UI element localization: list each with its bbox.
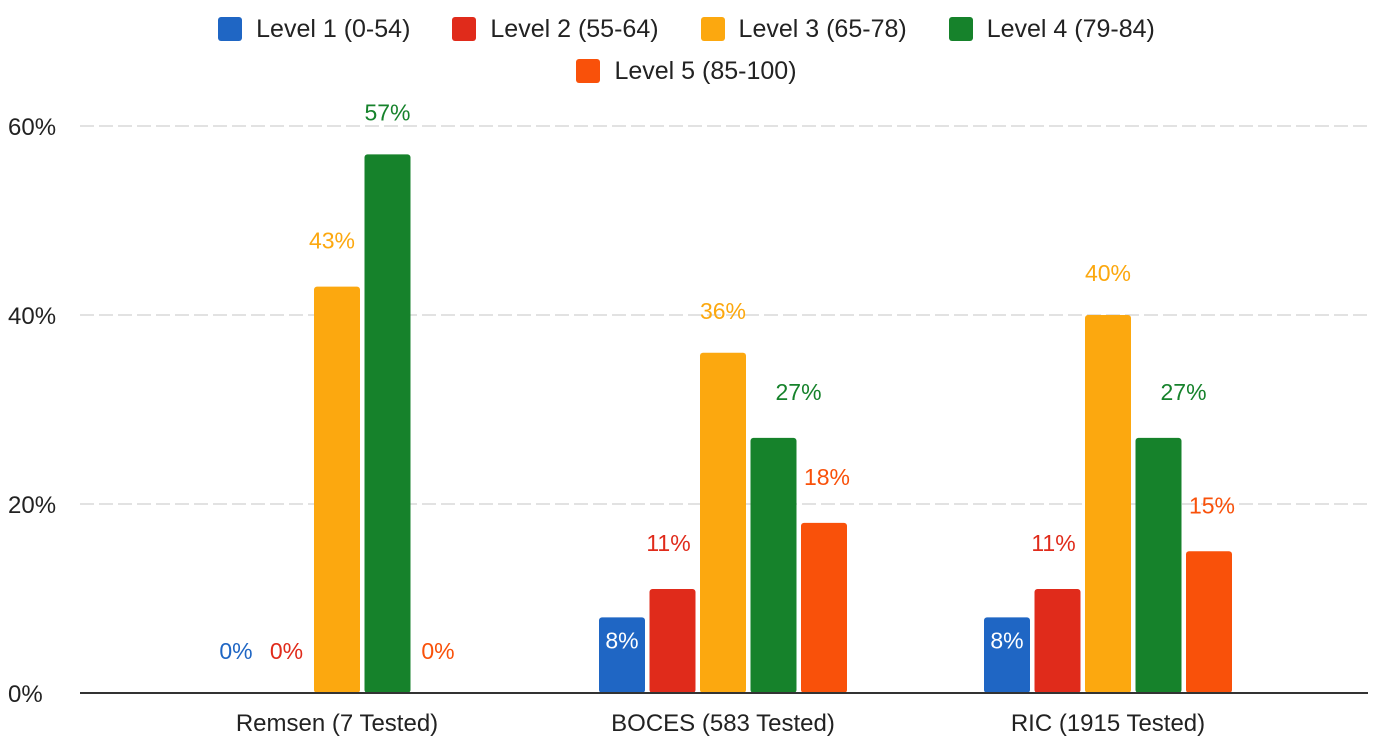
bar [984,617,1030,693]
bar [700,352,746,693]
legend-swatch-level-1 [218,17,243,41]
legend-swatch-level-3 [700,17,725,41]
data-label: 40% [1085,260,1131,286]
legend-item-level-1: Level 1 (0-54) [218,15,410,44]
data-label: 15% [1189,492,1235,518]
data-label: 36% [700,298,746,324]
legend-item-level-4: Level 4 (79-84) [948,14,1155,44]
bar [599,617,645,693]
legend-swatch-level-5 [576,59,601,83]
bar [314,286,360,693]
legend-label-level-5: Level 5 (85-100) [614,56,797,85]
y-tick-label: 60% [8,114,56,141]
x-tick-label: RIC (1915 Tested) [1011,710,1205,737]
y-tick-label: 40% [8,303,56,330]
legend-item-level-2: Level 2 (55-64) [452,14,659,44]
legend-item-level-5: Level 5 (85-100) [576,56,797,86]
data-label: 11% [646,530,690,556]
legend-swatch-level-2 [452,17,477,41]
data-label: 11% [1031,530,1075,556]
data-label: 8% [990,627,1023,653]
bar [1186,551,1232,693]
bar [750,437,797,693]
data-label: 18% [804,464,850,490]
y-tick-label: 0% [8,681,43,708]
legend-label-level-1: Level 1 (0-54) [256,14,411,43]
y-tick-label: 20% [8,492,56,519]
x-tick-label: BOCES (583 Tested) [611,710,835,737]
bar [1034,589,1081,693]
x-tick-label: Remsen (7 Tested) [236,710,438,737]
bar [801,522,847,693]
data-label: 0% [219,638,252,664]
data-label: 43% [309,228,355,254]
bar [1135,437,1182,693]
data-label: 27% [1161,379,1207,405]
legend-swatch-level-4 [948,17,973,41]
legend-row-2: Level 5 (85-100) [0,50,1373,92]
data-label: 27% [776,379,822,405]
data-label: 8% [605,627,638,653]
chart-legend: Level 1 (0-54) Level 2 (55-64) Level 3 (… [0,8,1373,92]
bar [649,589,696,693]
legend-item-level-3: Level 3 (65-78) [700,14,907,44]
legend-label-level-3: Level 3 (65-78) [738,14,907,43]
legend-row-1: Level 1 (0-54) Level 2 (55-64) Level 3 (… [0,8,1373,50]
legend-label-level-4: Level 4 (79-84) [986,14,1155,43]
data-label: 57% [364,99,410,125]
bar [364,154,411,694]
bar [1085,315,1131,693]
data-label: 0% [421,638,454,664]
legend-label-level-2: Level 2 (55-64) [490,14,659,43]
data-label: 0% [270,638,303,664]
